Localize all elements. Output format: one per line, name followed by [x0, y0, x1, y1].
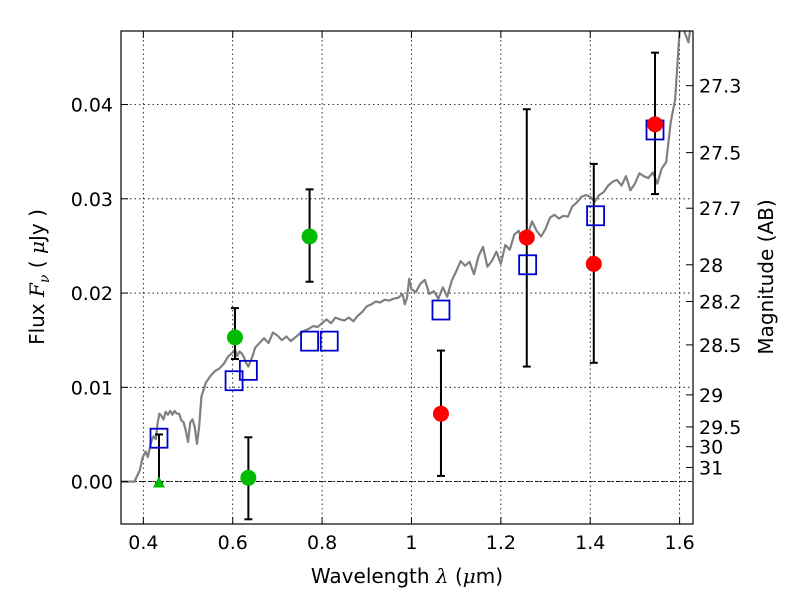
- model-square-marker: [149, 427, 169, 449]
- y2-tick-label: 31: [699, 457, 723, 479]
- y-tick-label: 0.02: [71, 283, 113, 305]
- y2-tick-label: 28: [699, 255, 723, 277]
- model-square-marker: [431, 299, 451, 321]
- y2-tick-label: 29.5: [699, 417, 741, 439]
- plot-frame: [120, 30, 694, 525]
- data-markers: [149, 116, 665, 488]
- axis-ticks: 0.4 0.6 0.8 1 1.2 1.4 1.6 0.00 0.01 0.02 0.03 0.04 2…: [71, 31, 741, 554]
- y2-tick-label: 27.3: [699, 76, 741, 98]
- model-square-marker: [586, 205, 605, 227]
- y-tick-label: 0.03: [71, 189, 113, 211]
- x-tick-label: 1: [405, 532, 417, 554]
- x-tick-label: 0.4: [128, 532, 158, 554]
- model-square-marker: [319, 330, 339, 352]
- y2-tick-label: 29: [699, 385, 723, 407]
- y-tick-label: 0.00: [71, 472, 113, 494]
- model-spectrum-line: [121, 31, 692, 483]
- x-tick-label: 1.6: [664, 532, 694, 554]
- green-data-point: [240, 469, 257, 486]
- x-axis-title: Wavelength λ (μm): [311, 564, 503, 588]
- model-square-marker: [300, 330, 319, 352]
- red-data-point: [647, 116, 664, 133]
- x-tick-label: 1.4: [575, 532, 605, 554]
- y2-tick-label: 27.7: [699, 198, 741, 220]
- green-data-point: [226, 329, 243, 346]
- y-axis-title: Flux Fν ( μJy ): [25, 209, 53, 345]
- y2-axis-title: Magnitude (AB): [754, 199, 778, 354]
- green-data-point: [301, 228, 318, 245]
- x-tick-label: 0.6: [218, 532, 248, 554]
- upper-limit-triangle: [152, 476, 165, 488]
- model-square-marker: [518, 254, 538, 276]
- y-tick-label: 0.04: [71, 95, 113, 117]
- red-data-point: [518, 229, 535, 246]
- x-tick-label: 1.2: [486, 532, 516, 554]
- y2-tick-label: 30: [699, 437, 723, 459]
- y2-tick-label: 28.5: [699, 335, 741, 357]
- model-square-marker: [238, 359, 258, 381]
- y2-tick-label: 28.2: [699, 292, 741, 314]
- error-bars: [154, 51, 660, 521]
- x-tick-label: 0.8: [307, 532, 337, 554]
- red-data-point: [585, 255, 602, 272]
- grid-lines: [121, 31, 693, 524]
- red-data-point: [432, 405, 449, 422]
- y-tick-label: 0.01: [71, 377, 113, 399]
- y2-tick-label: 27.5: [699, 143, 741, 165]
